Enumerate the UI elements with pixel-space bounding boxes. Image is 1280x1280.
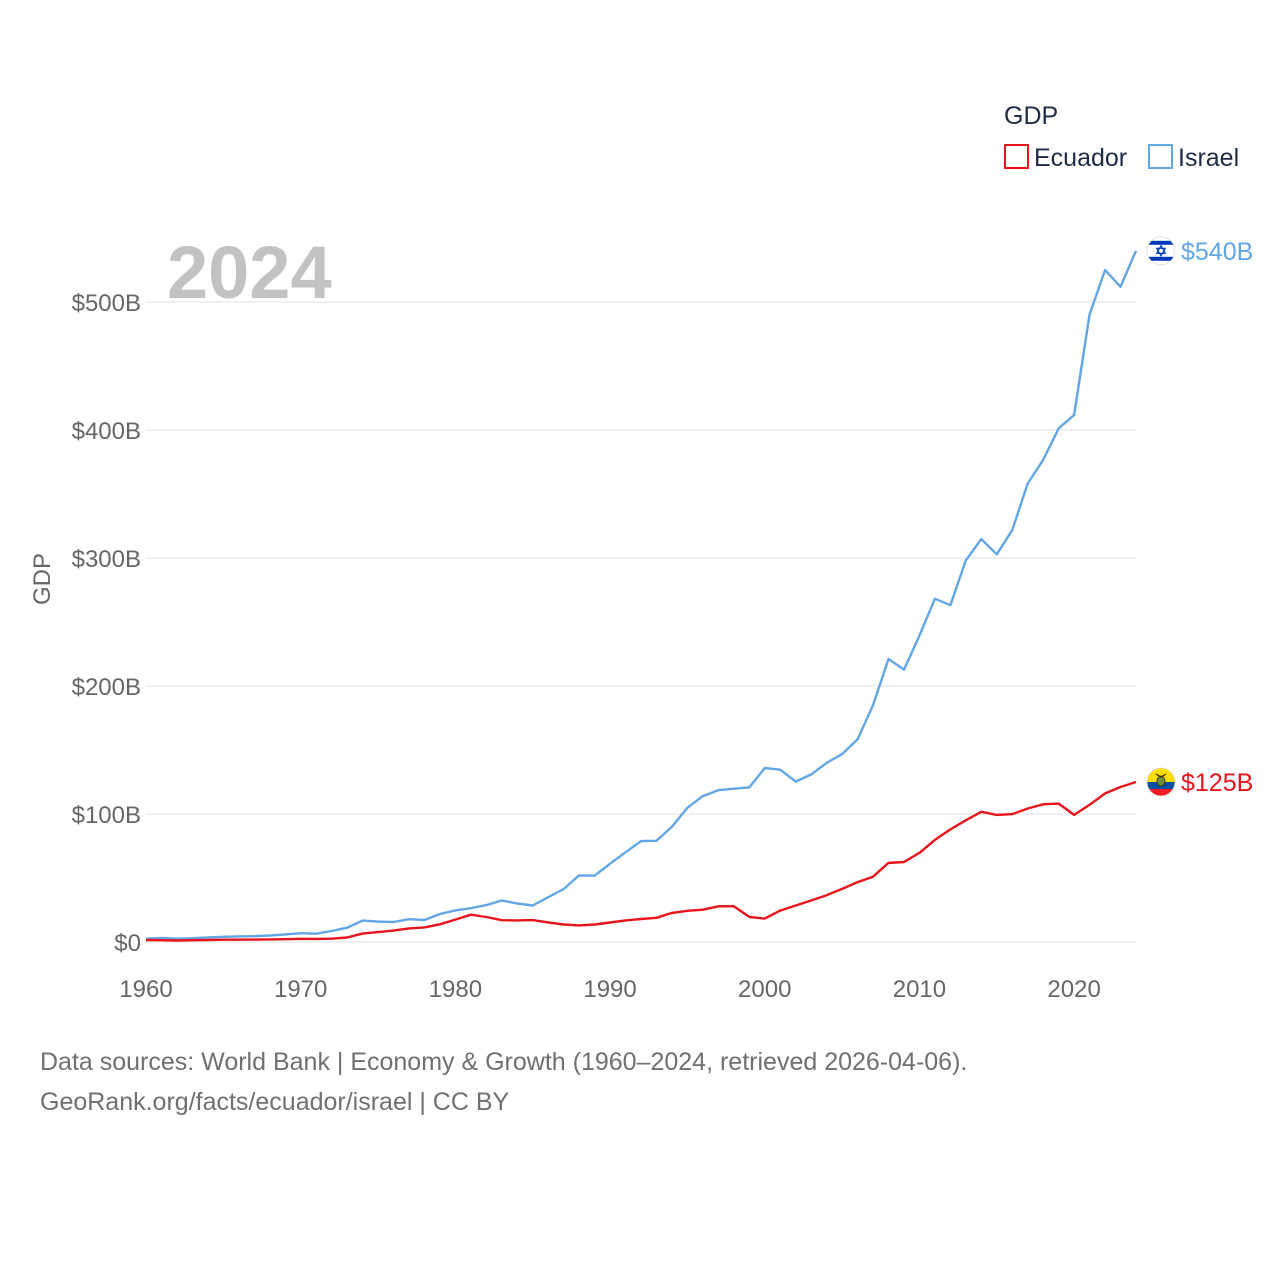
legend-swatch-israel xyxy=(1148,144,1173,169)
source-line-1: Data sources: World Bank | Economy & Gro… xyxy=(40,1048,968,1076)
end-label-israel: $540B xyxy=(1181,238,1253,266)
series-line-ecuador[interactable] xyxy=(145,780,1137,942)
legend-swatch-ecuador xyxy=(1004,144,1029,169)
israel-flag-icon xyxy=(1146,236,1176,266)
x-tick-label: 2010 xyxy=(893,976,946,1003)
series-line-israel[interactable] xyxy=(145,250,1138,940)
y-tick-label: $400B xyxy=(72,418,141,445)
end-labels: $540B $125B xyxy=(1146,236,1253,797)
y-axis: $0 $100B $200B $300B $400B $500B xyxy=(72,290,141,957)
ecuador-flag-icon xyxy=(1146,767,1176,797)
legend-item-israel[interactable]: Israel xyxy=(1148,144,1239,172)
y-tick-label: $200B xyxy=(72,674,141,701)
x-tick-label: 1970 xyxy=(274,976,327,1003)
legend: GDP Ecuador Israel xyxy=(1004,102,1239,172)
legend-label-ecuador: Ecuador xyxy=(1034,144,1127,172)
x-tick-label: 2000 xyxy=(738,976,791,1003)
x-tick-label: 1960 xyxy=(119,976,172,1003)
source-line-2: GeoRank.org/facts/ecuador/israel | CC BY xyxy=(40,1088,510,1116)
x-tick-label: 1980 xyxy=(429,976,482,1003)
current-year-label: 2024 xyxy=(167,231,332,314)
x-tick-label: 1990 xyxy=(583,976,636,1003)
y-tick-label: $0 xyxy=(114,930,141,957)
series-group xyxy=(145,250,1138,942)
legend-label-israel: Israel xyxy=(1178,144,1239,172)
x-tick-label: 2020 xyxy=(1047,976,1100,1003)
y-tick-label: $500B xyxy=(72,290,141,317)
y-axis-label: GDP xyxy=(29,553,56,605)
y-tick-label: $100B xyxy=(72,802,141,829)
legend-title: GDP xyxy=(1004,102,1058,130)
data-source-note: Data sources: World Bank | Economy & Gro… xyxy=(40,1042,967,1122)
x-axis: 1960 1970 1980 1990 2000 2010 2020 xyxy=(119,976,1101,1003)
grid-lines xyxy=(146,301,1136,943)
end-label-ecuador: $125B xyxy=(1181,769,1253,797)
y-tick-label: $300B xyxy=(72,546,141,573)
legend-item-ecuador[interactable]: Ecuador xyxy=(1004,144,1127,172)
